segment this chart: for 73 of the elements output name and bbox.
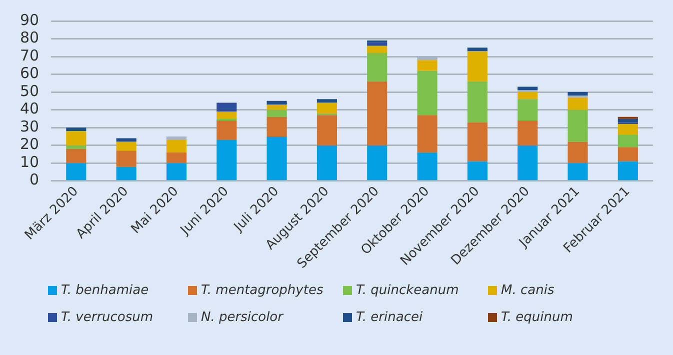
y-tick-label: 90	[20, 10, 40, 29]
bar	[467, 51, 488, 82]
legend-label: M. canis	[500, 283, 556, 298]
bar	[116, 138, 136, 142]
bar	[467, 81, 488, 122]
bar	[568, 142, 588, 164]
bar	[166, 140, 187, 152]
bar	[417, 60, 438, 71]
legend-label: T. verrucosum	[60, 310, 154, 325]
bar	[266, 136, 287, 180]
bar	[316, 102, 337, 114]
bar	[467, 48, 488, 52]
legend-label: T. erinacei	[355, 310, 424, 325]
bar	[116, 142, 136, 151]
y-tick-label: 80	[20, 28, 40, 47]
bar	[266, 116, 287, 136]
y-tick-label: 60	[20, 64, 40, 82]
bar	[316, 115, 337, 146]
bar	[216, 140, 237, 180]
bar	[367, 46, 388, 53]
bar	[216, 102, 237, 112]
y-tick-label: 0	[30, 170, 40, 189]
bar	[266, 104, 287, 110]
y-tick-label: 50	[20, 82, 40, 100]
bar	[568, 92, 588, 96]
bar	[116, 166, 136, 180]
bar	[367, 145, 388, 180]
bar	[166, 163, 187, 180]
bar	[266, 110, 287, 117]
bar	[417, 70, 438, 116]
bar	[417, 115, 438, 152]
bar	[568, 163, 588, 180]
bar	[618, 124, 638, 135]
y-tick-label: 20	[20, 135, 40, 154]
legend-label: T. quinckeanum	[355, 283, 460, 298]
bar	[316, 99, 337, 103]
bar	[618, 134, 638, 148]
legend-label: N. persicolor	[200, 310, 284, 325]
bar	[568, 97, 588, 110]
bar	[518, 145, 538, 180]
bar	[116, 150, 136, 167]
bar	[367, 42, 388, 46]
bar	[216, 112, 237, 119]
bar	[518, 92, 538, 100]
bar	[166, 136, 187, 140]
bar	[66, 145, 86, 149]
legend-label: T. benhamiae	[60, 283, 150, 298]
bar	[467, 122, 488, 162]
bar	[66, 131, 86, 146]
y-tick-label: 30	[20, 117, 40, 136]
bar	[518, 120, 538, 146]
bar	[518, 99, 538, 120]
bar	[316, 145, 337, 180]
bar	[467, 161, 488, 180]
bar	[66, 128, 86, 132]
legend-label: T. equinum	[500, 310, 574, 325]
bar	[266, 100, 287, 104]
legend-label: T. mentagrophytes	[200, 283, 324, 298]
bar	[518, 86, 538, 90]
bar	[618, 147, 638, 162]
y-tick-label: 10	[20, 152, 40, 171]
bar	[166, 152, 187, 164]
bar	[568, 110, 588, 142]
bar	[66, 148, 86, 164]
y-tick-label: 40	[20, 100, 40, 118]
bar	[618, 118, 638, 122]
bar	[618, 161, 638, 180]
bar	[216, 120, 237, 140]
y-tick-label: 70	[20, 46, 40, 64]
bar	[417, 152, 438, 180]
bar	[66, 163, 86, 180]
bar	[367, 81, 388, 146]
bar	[367, 52, 388, 82]
